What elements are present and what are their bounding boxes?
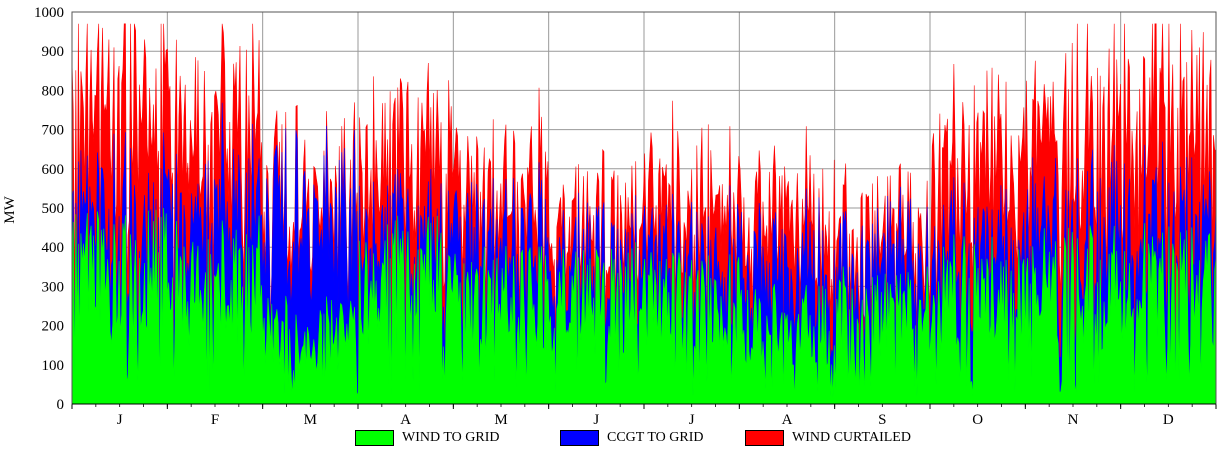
x-tick-label: J <box>117 412 123 428</box>
legend-label-ccgt-to-grid: CCGT TO GRID <box>607 430 704 445</box>
legend: WIND TO GRID CCGT TO GRID WIND CURTAILED <box>0 430 1224 452</box>
legend-swatch-wind-curtailed <box>745 430 784 446</box>
axes: 0 100 200 300 400 500 600 700 800 900 1000 J F M A M J J A… <box>34 5 1217 428</box>
series-layer <box>71 23 1217 405</box>
stacked-area-chart: 0 100 200 300 400 500 600 700 800 900 1000 J F M A M J J A… <box>2 5 1217 428</box>
x-tick-label: J <box>593 412 599 428</box>
y-tick-label: 900 <box>42 44 65 60</box>
x-tick-label: A <box>400 412 411 428</box>
x-tick-label: F <box>211 412 219 428</box>
legend-label-wind-curtailed: WIND CURTAILED <box>792 430 911 445</box>
legend-swatch-ccgt-to-grid <box>560 430 599 446</box>
y-tick-label: 0 <box>57 397 65 413</box>
x-tick-label: D <box>1163 412 1174 428</box>
y-axis-label: MW <box>2 195 18 223</box>
x-tick-label: J <box>689 412 695 428</box>
x-tick-label: A <box>782 412 793 428</box>
legend-item-wind-to-grid: WIND TO GRID <box>355 430 499 446</box>
x-tick-label: M <box>494 412 507 428</box>
legend-item-ccgt-to-grid: CCGT TO GRID <box>560 430 703 446</box>
legend-item-wind-curtailed: WIND CURTAILED <box>745 430 911 446</box>
y-tick-label: 1000 <box>34 5 64 21</box>
legend-label-wind-to-grid: WIND TO GRID <box>402 430 500 445</box>
x-tick-label: M <box>304 412 317 428</box>
x-tick-label: O <box>972 412 983 428</box>
x-tick-label: N <box>1068 412 1079 428</box>
y-tick-label: 800 <box>42 83 65 99</box>
y-tick-label: 600 <box>42 162 65 178</box>
series-area-wind-to-grid <box>71 207 1217 405</box>
y-tick-label: 500 <box>42 201 65 217</box>
y-tick-label: 300 <box>42 279 65 295</box>
y-tick-label: 100 <box>42 358 65 374</box>
legend-swatch-wind-to-grid <box>355 430 394 446</box>
y-tick-label: 400 <box>42 240 65 256</box>
series-area-ccgt-to-grid <box>71 102 1217 405</box>
y-tick-label: 700 <box>42 123 65 139</box>
y-tick-label: 200 <box>42 319 65 335</box>
x-tick-label: S <box>878 412 886 428</box>
